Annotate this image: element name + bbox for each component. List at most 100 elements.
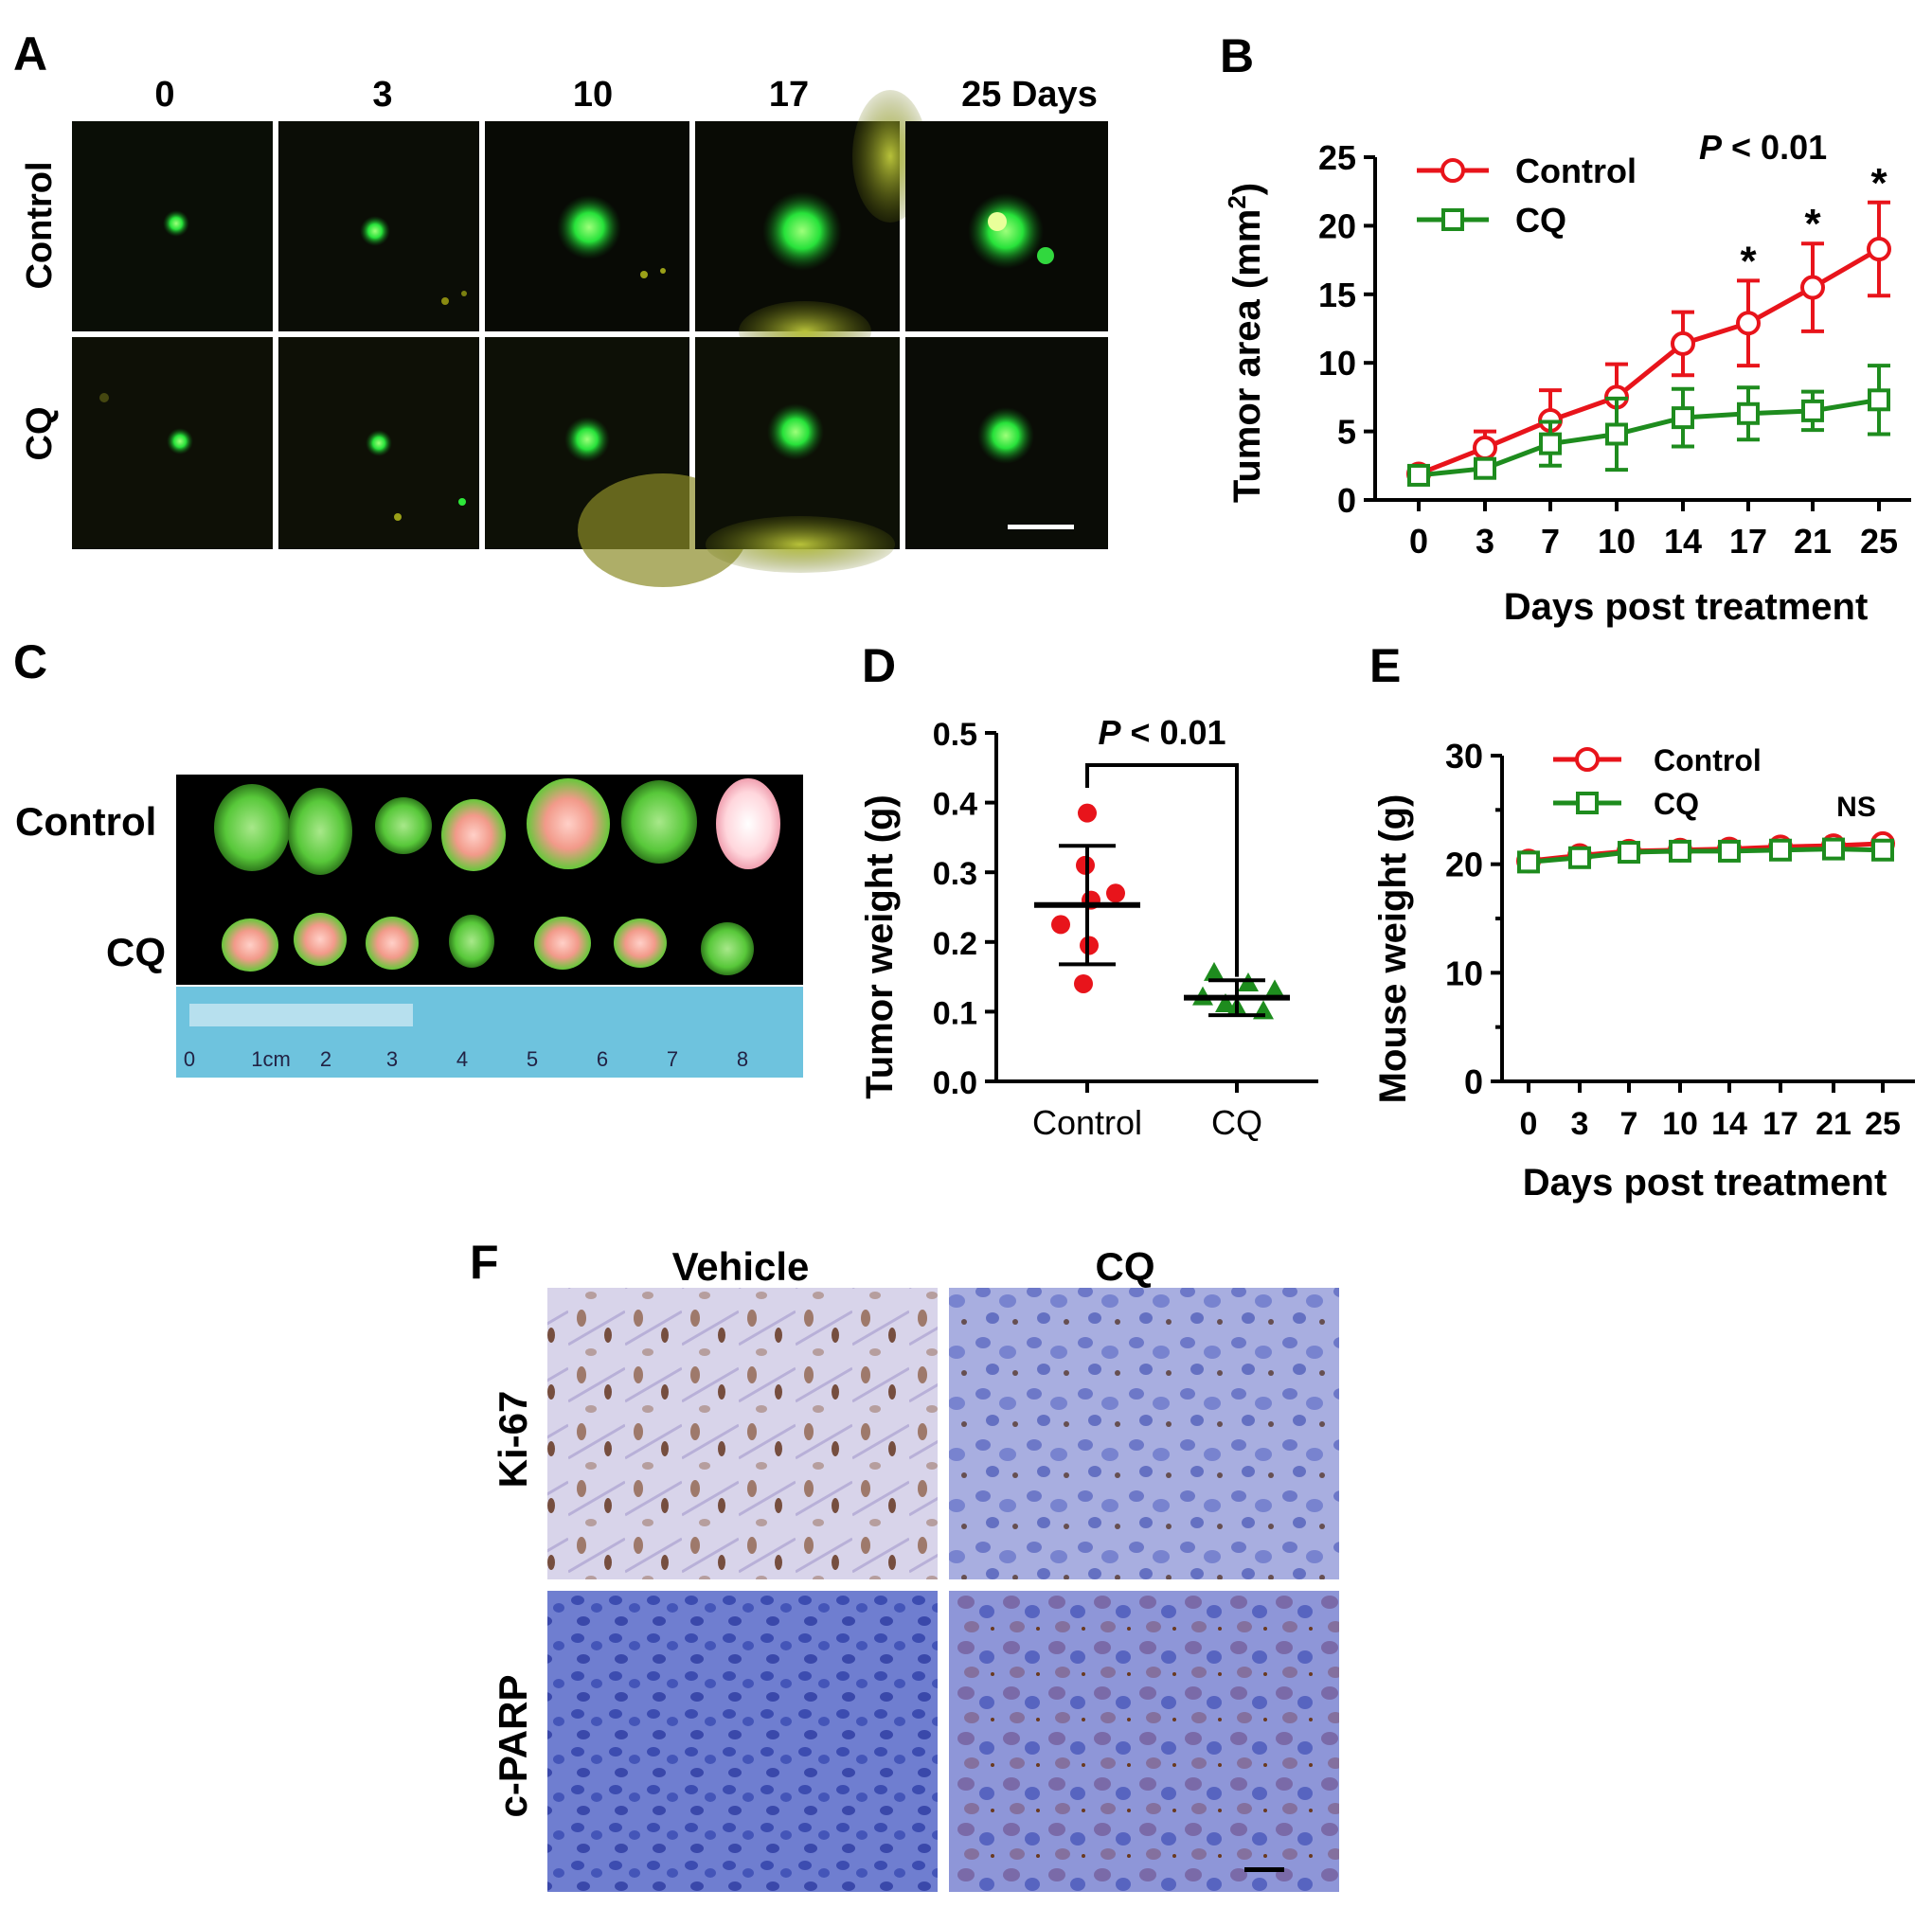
legend-label: CQ <box>1654 787 1699 821</box>
ihc-image-cparp-cq <box>949 1591 1339 1892</box>
x-tick-label: 14 <box>1711 1106 1747 1142</box>
x-tick-label: 10 <box>1598 522 1636 561</box>
data-point-cq <box>1737 401 1760 425</box>
p-value-annotation: P < 0.01 <box>1699 128 1827 167</box>
y-tick-label: 20 <box>1318 206 1356 245</box>
data-point-control <box>1078 803 1097 823</box>
legend-label: CQ <box>1515 201 1566 240</box>
data-point-control <box>1800 275 1825 300</box>
x-tick-label: CQ <box>1211 1103 1262 1142</box>
scale-bar <box>1244 1867 1284 1872</box>
x-tick-label: 10 <box>1662 1106 1698 1142</box>
tumor-control <box>527 778 610 869</box>
fluor-image-control-0 <box>72 121 273 331</box>
ruler: 0 1cm 2 3 4 5 6 7 8 <box>176 987 803 1078</box>
x-tick-label: 0 <box>1409 522 1428 561</box>
panel-letter-a: A <box>13 27 47 80</box>
fluor-image-control-3 <box>278 121 479 331</box>
col-label-cq: CQ <box>1096 1244 1155 1289</box>
y-tick-label: 0.4 <box>933 787 977 823</box>
data-point-cq <box>1669 839 1691 863</box>
tumor-cq <box>534 917 591 970</box>
x-axis-label: Days post treatment <box>1504 586 1869 628</box>
data-point-cq <box>1618 841 1640 865</box>
ylabel-tumor-area-main: Tumor area (mm <box>1226 209 1268 503</box>
ruler-label: 3 <box>386 1047 398 1071</box>
data-point-cq <box>1868 388 1890 412</box>
panel-c: C Control CQ 0 1cm 2 3 4 5 6 7 8 <box>13 635 803 1078</box>
x-tick-label: 0 <box>1520 1106 1538 1142</box>
data-point-cq <box>1871 838 1894 862</box>
panel-letter-d: D <box>862 639 896 692</box>
y-tick-label: 10 <box>1318 344 1356 383</box>
ruler-label: 1cm <box>251 1047 291 1071</box>
col-label-vehicle: Vehicle <box>672 1244 810 1289</box>
day-label-10: 10 <box>573 75 613 115</box>
ruler-label: 5 <box>527 1047 538 1071</box>
ihc-image-cparp-vehicle <box>547 1591 938 1892</box>
day-labels: 0 3 10 17 25 Days <box>154 75 1097 115</box>
day-label-25: 25 Days <box>961 75 1098 115</box>
legend-marker <box>1576 792 1599 814</box>
scale-bar <box>1008 525 1074 529</box>
panel-f: F Vehicle CQ Ki-67 c-PARP <box>470 1236 1339 1892</box>
row-label-control: Control <box>20 161 60 289</box>
y-tick-label: 0 <box>1464 1062 1483 1101</box>
tumor-control <box>716 778 780 869</box>
data-point-control <box>1736 311 1761 336</box>
tumor-control <box>375 797 432 854</box>
significance-bracket <box>1085 763 1239 977</box>
data-point-cq <box>1672 406 1694 430</box>
fluor-image-cq-25 <box>905 337 1108 549</box>
ruler-label: 8 <box>737 1047 748 1071</box>
ruler-label: 2 <box>320 1047 331 1071</box>
ruler-glare <box>189 1004 413 1026</box>
excised-tumors <box>214 778 780 975</box>
fluor-image-cq-10 <box>485 337 748 587</box>
data-point-control <box>1074 973 1093 993</box>
significance-star: * <box>1804 201 1821 247</box>
y-tick-label: 0.2 <box>933 926 977 962</box>
fluor-image-control-17 <box>695 90 928 362</box>
data-point-cq <box>1822 837 1845 861</box>
x-tick-label: 3 <box>1476 522 1494 561</box>
data-point-cq <box>1605 422 1628 446</box>
legend-marker <box>1441 208 1464 231</box>
row-label-cparp: c-PARP <box>491 1675 535 1818</box>
tumor-control <box>621 780 697 864</box>
data-point-cq <box>1204 961 1225 981</box>
day-label-0: 0 <box>154 75 174 115</box>
day-label-17: 17 <box>769 75 809 115</box>
data-point-cq <box>1539 432 1562 455</box>
ruler-label: 6 <box>597 1047 608 1071</box>
fluor-image-cq-17 <box>695 337 900 573</box>
x-tick-label: 21 <box>1816 1106 1852 1142</box>
fluor-image-cq-0 <box>72 337 273 549</box>
tumor-cq <box>449 915 494 968</box>
x-tick-label: Control <box>1032 1103 1142 1142</box>
data-point-cq <box>1568 846 1591 869</box>
panel-d: D Tumor weight (g) 0.0 0.1 0.2 0.3 0.4 0.5 Con… <box>859 639 1318 1142</box>
tumor-cq <box>366 917 419 970</box>
y-tick-label: 0.5 <box>933 717 977 753</box>
panel-letter-c: C <box>13 635 47 688</box>
tumor-cq <box>294 913 347 966</box>
ylabel-tumor-area-sup: 2 <box>1223 195 1251 208</box>
fluor-image-control-25 <box>905 121 1108 331</box>
data-point-cq <box>1517 850 1540 874</box>
panel-letter-b: B <box>1220 29 1254 82</box>
tumor-cq <box>614 918 667 968</box>
y-tick-label: 5 <box>1337 413 1356 452</box>
ylabel-tumor-area-close: ) <box>1226 183 1268 195</box>
x-tick-label: 3 <box>1571 1106 1589 1142</box>
x-axis-label: Days post treatment <box>1523 1162 1887 1204</box>
data-point-cq <box>1718 839 1741 863</box>
y-tick-label: 0 <box>1337 481 1356 520</box>
x-tick-label: 25 <box>1865 1106 1901 1142</box>
tumor-control <box>441 799 506 871</box>
y-tick-label: 15 <box>1318 276 1356 314</box>
y-tick-label: 20 <box>1445 846 1483 884</box>
ylabel-tumor-weight: Tumor weight (g) <box>859 794 901 1098</box>
